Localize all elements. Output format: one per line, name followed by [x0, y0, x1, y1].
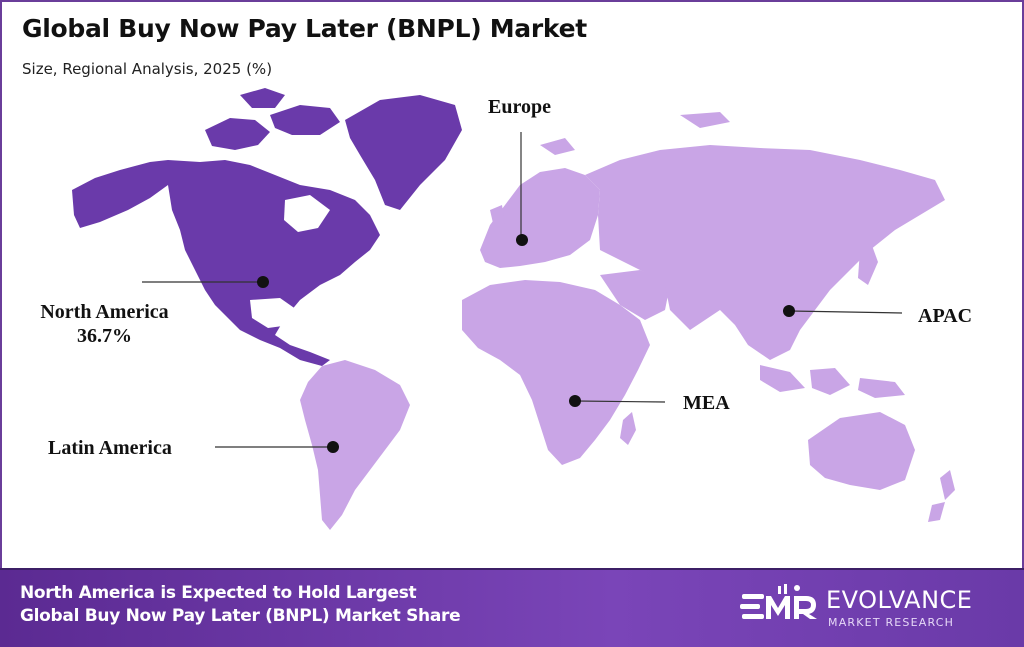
banner-line-2: Global Buy Now Pay Later (BNPL) Market S… — [20, 605, 461, 626]
callouts — [142, 132, 903, 453]
region-apac — [585, 145, 945, 360]
hudson-bay — [284, 195, 330, 232]
page-title: Global Buy Now Pay Later (BNPL) Market — [22, 14, 587, 43]
logo-brand: EVOLVANCE — [826, 586, 973, 614]
region-mea — [462, 280, 650, 465]
region-latin-america — [300, 360, 410, 530]
emr-logo-icon — [740, 584, 817, 619]
region-europe — [480, 168, 600, 268]
region-north-america — [72, 88, 462, 366]
evolvance-logo: EVOLVANCE MARKET RESEARCH — [740, 584, 1010, 630]
label-europe: Europe — [488, 96, 551, 118]
label-apac: APAC — [918, 305, 973, 327]
label-mea: MEA — [683, 392, 730, 414]
region-other — [300, 112, 955, 530]
banner-text: North America is Expected to Hold Larges… — [20, 582, 461, 628]
label-north-america-value: 36.7% — [77, 325, 132, 347]
footer-banner: North America is Expected to Hold Larges… — [0, 568, 1024, 647]
gulf-of-mexico — [250, 298, 300, 328]
world-map — [72, 88, 955, 530]
label-north-america-name: North America — [40, 301, 169, 323]
logo-tagline: MARKET RESEARCH — [828, 616, 955, 629]
label-north-america: North America 36.7% — [22, 300, 187, 348]
label-latin-america: Latin America — [48, 437, 172, 459]
banner-line-1: North America is Expected to Hold Larges… — [20, 583, 417, 603]
page-subtitle: Size, Regional Analysis, 2025 (%) — [22, 60, 273, 78]
